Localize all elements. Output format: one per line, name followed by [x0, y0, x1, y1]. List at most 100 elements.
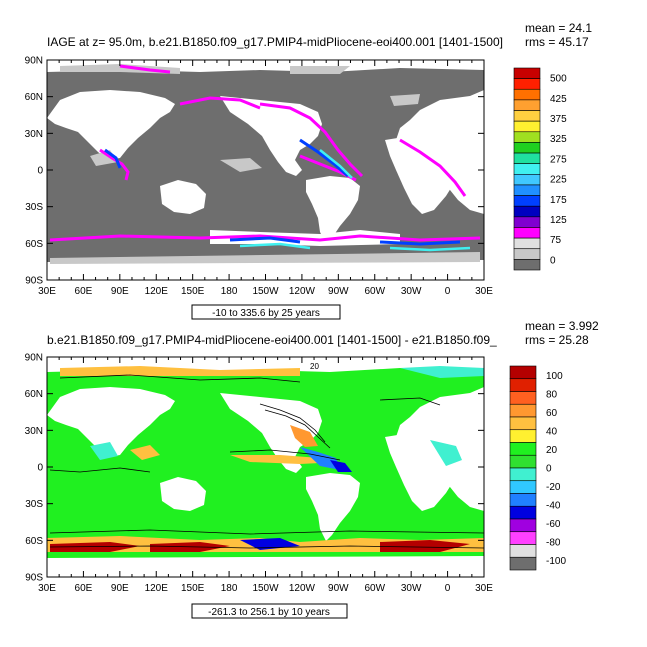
colorbar-label: 125: [550, 215, 567, 226]
colorbar-label: -80: [546, 538, 561, 549]
colorbar-swatch: [513, 205, 541, 218]
x-ticks: 30E 60E 90E 120E 150E 180 150W 120W 90W 60W 30W 0 30…: [38, 60, 493, 297]
panel-title: IAGE at z= 95.0m, b.e21.B1850.f09_g17.PM…: [47, 35, 503, 49]
iage-mid-contours: [104, 138, 461, 246]
colorbar-swatch: [513, 248, 541, 260]
colorbar-label: 60: [546, 408, 558, 419]
colorbar-swatch: [513, 152, 541, 164]
x-tick-label: 120W: [289, 583, 316, 594]
colorbar-swatch: [513, 88, 541, 101]
iage-low-contours: [239, 149, 471, 252]
y-tick-label: 30N: [25, 129, 43, 140]
colorbar-swatch: [509, 429, 537, 443]
y-tick-label: 0: [37, 166, 43, 177]
x-tick-label: 90W: [328, 286, 349, 297]
x-tick-label: 30W: [401, 583, 422, 594]
colorbar-label: -40: [546, 501, 561, 512]
mean-stat: mean = 24.1: [525, 21, 592, 35]
colorbar-label: 175: [550, 195, 567, 206]
x-tick-label: 150W: [252, 286, 279, 297]
x-tick-label: 30E: [38, 286, 56, 297]
colorbar-swatch: [509, 365, 537, 380]
colorbar: 100 80 60 40 20 0 -20 -40 -60 -80 -100: [509, 365, 566, 571]
x-tick-label: 180: [221, 286, 238, 297]
x-ticks: 30E 60E 90E 120E 150E 180 150W 120W 90W 60W 30W 0 30…: [38, 357, 493, 594]
colorbar-swatch: [513, 142, 541, 154]
y-tick-label: 60N: [25, 92, 43, 103]
colorbar-swatch: [513, 259, 541, 271]
colorbar-swatch: [509, 493, 537, 507]
x-tick-label: 60E: [75, 583, 93, 594]
contour-info: -261.3 to 256.1 by 10 years: [208, 607, 330, 618]
y-ticks: 90N 60N 30N 0 30S 60S 90S: [25, 56, 484, 287]
colorbar-swatch: [513, 237, 541, 250]
x-tick-label: 120E: [145, 583, 169, 594]
x-tick-label: 30W: [401, 286, 422, 297]
colorbar-swatch: [513, 131, 541, 143]
colorbar-swatch: [513, 78, 541, 90]
colorbar-swatch: [513, 174, 541, 186]
y-tick-label: 60S: [25, 239, 43, 250]
iage-high-contours: [49, 64, 481, 242]
x-tick-label: 30E: [38, 583, 56, 594]
colorbar-swatch: [513, 184, 541, 196]
colorbar-swatch: [509, 518, 537, 533]
colorbar-label: 20: [546, 445, 558, 456]
iage-panel: 30E 60E 90E 120E 150E 180 150W 120W 90W 60W 30W 0 30…: [25, 21, 592, 320]
colorbar-swatch: [513, 99, 541, 111]
colorbar-label: 80: [546, 389, 558, 400]
colorbar-swatch: [513, 163, 541, 175]
colorbar-label: 0: [546, 464, 552, 475]
panel-title: b.e21.B1850.f09_g17.PMIP4-midPliocene-eo…: [47, 333, 497, 347]
y-tick-label: 30S: [25, 499, 43, 510]
difference-anomalies: [47, 366, 484, 552]
y-tick-label: 90N: [25, 56, 43, 67]
x-tick-label: 0: [445, 583, 451, 594]
colorbar-swatch: [509, 531, 537, 545]
colorbar-swatch: [513, 67, 541, 79]
y-ticks: 90N 60N 30N 0 30S 60S 90S: [25, 353, 484, 584]
colorbar-label: -20: [546, 482, 561, 493]
x-tick-label: 90E: [111, 583, 129, 594]
colorbar-label: 0: [550, 255, 556, 266]
colorbar-label: -100: [546, 556, 566, 567]
x-tick-label: 30E: [475, 286, 493, 297]
colorbar-swatch: [509, 378, 537, 392]
y-tick-label: 90S: [25, 573, 43, 584]
colorbar-swatch: [509, 391, 537, 405]
colorbar-label: 275: [550, 154, 567, 165]
colorbar-swatch: [509, 467, 537, 482]
colorbar-swatch: [509, 544, 537, 558]
difference-panel: 20 30E 60E 90E 120E 150E 180 150W 120W 90W 60W 30W…: [25, 319, 599, 619]
colorbar-label: 425: [550, 94, 567, 105]
colorbar-label: 225: [550, 175, 567, 186]
contour-info-box: [191, 603, 348, 619]
mean-stat: mean = 3.992: [525, 319, 599, 333]
x-tick-label: 90E: [111, 286, 129, 297]
x-tick-label: 60W: [364, 583, 385, 594]
colorbar-swatch: [513, 227, 541, 239]
rms-stat: rms = 25.28: [525, 333, 589, 347]
colorbar-label: 375: [550, 114, 567, 125]
contour-label: 20: [310, 362, 319, 371]
colorbar-label: 75: [550, 235, 562, 246]
colorbar-swatch: [509, 480, 537, 494]
x-tick-label: 90W: [328, 583, 349, 594]
y-tick-label: 90N: [25, 353, 43, 364]
x-tick-label: 120W: [289, 286, 316, 297]
colorbar-swatch: [509, 454, 537, 469]
colorbar-swatch: [513, 195, 541, 207]
colorbar-swatch: [513, 120, 541, 133]
x-tick-label: 60E: [75, 286, 93, 297]
contour-info: -10 to 335.6 by 25 years: [212, 308, 320, 319]
x-tick-label: 150W: [252, 583, 279, 594]
x-tick-label: 150E: [181, 286, 205, 297]
difference-contours: [49, 374, 484, 549]
contour-info-box: [191, 304, 341, 320]
x-tick-label: 180: [221, 583, 238, 594]
x-tick-label: 120E: [145, 286, 169, 297]
colorbar-swatch: [513, 216, 541, 228]
colorbar-swatch: [509, 403, 537, 418]
colorbar-swatch: [509, 505, 537, 520]
